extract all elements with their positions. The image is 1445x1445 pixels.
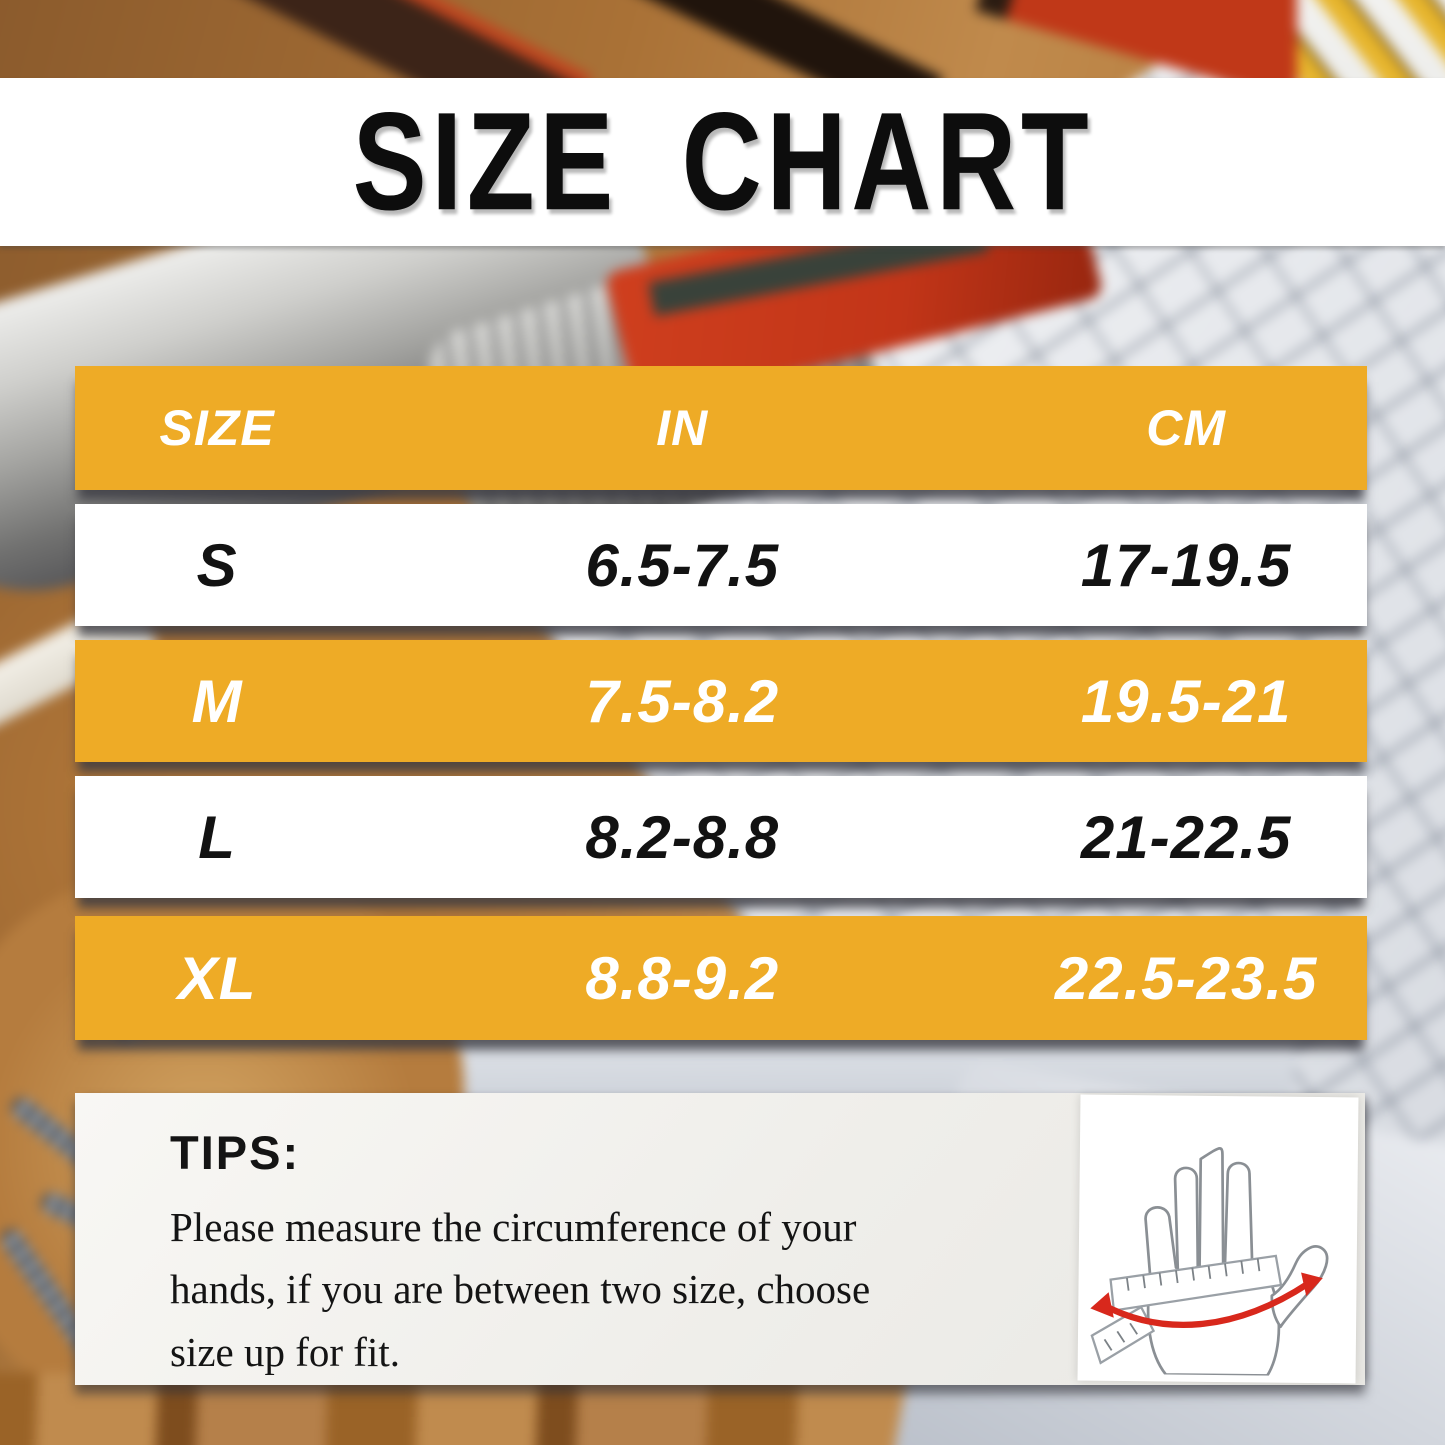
cell-cm: 21-22.5 [1080, 803, 1292, 871]
tips-text: TIPS: Please measure the circumference o… [170, 1125, 1030, 1383]
page-title: SIZE CHART [352, 84, 1093, 240]
table-row-l: L 8.2-8.8 21-22.5 [75, 776, 1367, 898]
cell-in: 8.2-8.8 [585, 803, 780, 871]
title-banner: SIZE CHART [0, 78, 1445, 246]
cell-in: 8.8-9.2 [585, 944, 780, 1012]
cell-cm: 17-19.5 [1080, 531, 1292, 599]
cell-size: L [198, 803, 236, 871]
cell-size: S [196, 531, 238, 599]
cell-size: XL [177, 944, 257, 1012]
hand-measure-icon [1077, 1094, 1359, 1384]
tips-body-line: hands, if you are between two size, choo… [170, 1266, 871, 1313]
header-in: IN [656, 400, 709, 456]
tips-panel: TIPS: Please measure the circumference o… [75, 1093, 1365, 1385]
cell-cm: 22.5-23.5 [1054, 944, 1318, 1012]
cell-in: 7.5-8.2 [585, 667, 780, 735]
tips-body-line: size up for fit. [170, 1328, 400, 1375]
cell-cm: 19.5-21 [1080, 667, 1292, 735]
header-cm: CM [1146, 400, 1226, 456]
header-size: SIZE [159, 400, 275, 456]
tips-body-line: Please measure the circumference of your [170, 1204, 857, 1250]
table-header-row: SIZE IN CM [75, 366, 1367, 490]
table-row-xl: XL 8.8-9.2 22.5-23.5 [75, 916, 1367, 1040]
cell-size: M [191, 667, 243, 735]
table-row-m: M 7.5-8.2 19.5-21 [75, 640, 1367, 762]
tips-heading: TIPS: [170, 1126, 301, 1179]
cell-in: 6.5-7.5 [585, 531, 780, 599]
table-row-s: S 6.5-7.5 17-19.5 [75, 504, 1367, 626]
